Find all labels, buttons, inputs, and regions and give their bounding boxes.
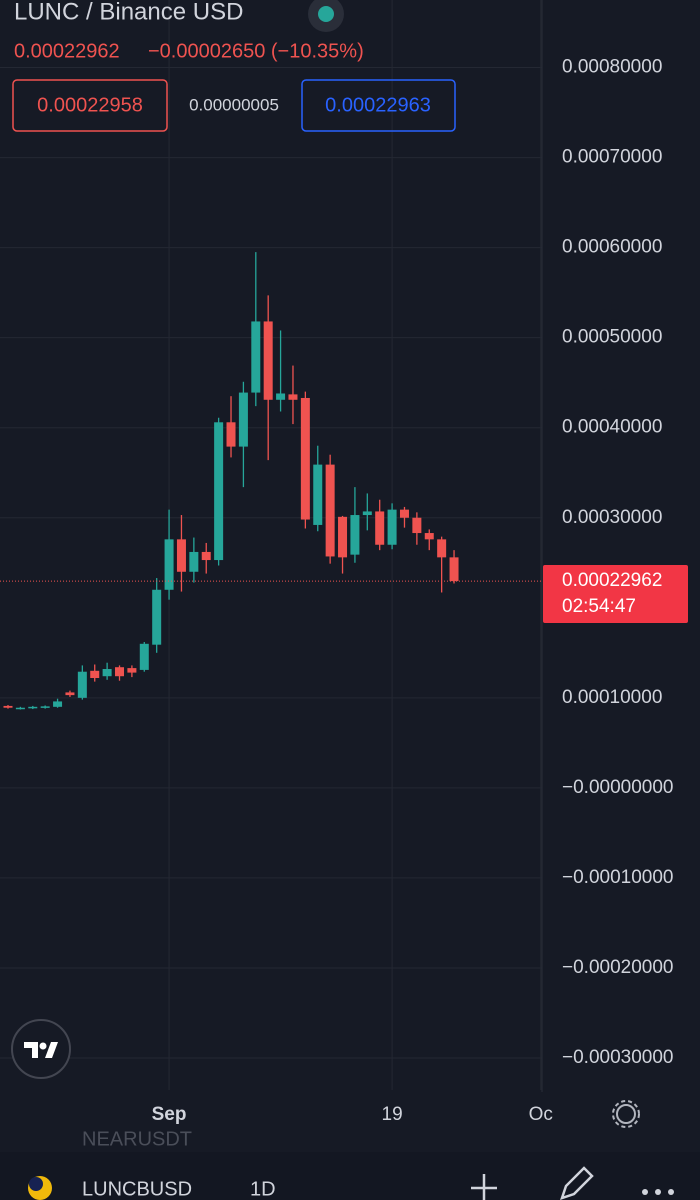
coin-icon-inner (29, 1177, 43, 1191)
candle-body (325, 464, 335, 557)
price-change: −0.00002650 (−10.35%) (148, 40, 364, 62)
plot (0, 252, 542, 710)
ghost-symbol: NEARUSDT (82, 1128, 192, 1150)
y-tick-label: 0.00080000 (562, 57, 662, 78)
candle-body (350, 515, 360, 555)
candle-body (189, 551, 199, 572)
candle-body (115, 667, 125, 677)
candle-body (424, 533, 434, 540)
candle-body (127, 668, 137, 673)
candle-body (387, 509, 397, 545)
interval[interactable]: 1D (250, 1178, 276, 1200)
logo-button[interactable] (11, 1019, 71, 1079)
x-tick-label: Sep (152, 1104, 187, 1125)
buy-button[interactable] (301, 79, 456, 132)
footer-symbol[interactable]: LUNCBUSD (82, 1178, 192, 1200)
candle-body (214, 422, 224, 561)
candle-body (338, 516, 348, 558)
settings-icon[interactable] (616, 1104, 636, 1124)
y-tick-label: 0.00050000 (562, 327, 662, 348)
x-tick-label: Oc (529, 1104, 553, 1125)
y-tick-label: 0.00060000 (562, 237, 662, 258)
y-tick-label: 0.00010000 (562, 687, 662, 708)
candle-body (300, 397, 310, 520)
candle-body (399, 509, 409, 518)
y-tick-label: 0.00070000 (562, 147, 662, 168)
candle-body (65, 692, 75, 696)
x-tick-label: 19 (382, 1104, 403, 1125)
add-icon[interactable] (471, 1174, 497, 1200)
logo-icon[interactable] (24, 1042, 58, 1058)
spread: 0.00000005 (189, 95, 279, 114)
candle-body (3, 705, 13, 708)
candle-body (288, 394, 298, 400)
price-badge (543, 565, 688, 623)
draw-icon[interactable] (560, 1166, 594, 1200)
symbol-title: LUNC / Binance USD (14, 0, 243, 25)
y-tick-label: −0.00030000 (562, 1047, 673, 1068)
candle-body (90, 670, 100, 679)
last-price: 0.00022962 (14, 40, 120, 62)
candle-body (226, 422, 236, 447)
candle-body (176, 539, 186, 572)
badge-price: 0.00022962 (562, 570, 662, 591)
bid-price[interactable]: 0.00022958 (37, 94, 143, 116)
y-tick-label: 0.00040000 (562, 417, 662, 438)
candle-body (53, 701, 63, 707)
bottom-bar (0, 1152, 700, 1200)
grid (0, 0, 542, 1090)
candle-body (375, 511, 385, 545)
ask-price[interactable]: 0.00022963 (325, 94, 431, 116)
logo-dot (39, 1042, 47, 1050)
y-tick-label: 0.00030000 (562, 507, 662, 528)
candle-body (313, 464, 323, 525)
badge-countdown: 02:54:47 (562, 596, 636, 617)
candle-body (251, 321, 261, 393)
y-tick-label: −0.00010000 (562, 867, 673, 888)
candle-body (15, 707, 25, 710)
candle-body (412, 517, 422, 534)
candle-body (201, 551, 211, 561)
status-dot (318, 6, 334, 22)
settings-teeth[interactable] (612, 1100, 640, 1128)
candle-body (28, 706, 38, 709)
candle-body (263, 321, 273, 400)
axis: 0.00080000 0.00070000 0.00060000 0.00050000… (152, 0, 673, 1125)
y-tick-label: −0.00020000 (562, 957, 673, 978)
more-icon[interactable] (642, 1189, 674, 1195)
candle-body (164, 539, 174, 590)
candle-body (449, 557, 459, 582)
candle-body (77, 671, 87, 698)
y-tick-label: −0.00000000 (562, 777, 673, 798)
candle-body (40, 706, 50, 708)
sell-button[interactable] (12, 79, 168, 132)
candle-body (362, 511, 372, 516)
candle-body (238, 392, 248, 447)
candle-body (102, 669, 112, 677)
candle-body (139, 643, 149, 670)
candle-body (437, 539, 447, 558)
candle-body (152, 589, 162, 645)
candle-body (276, 393, 286, 400)
